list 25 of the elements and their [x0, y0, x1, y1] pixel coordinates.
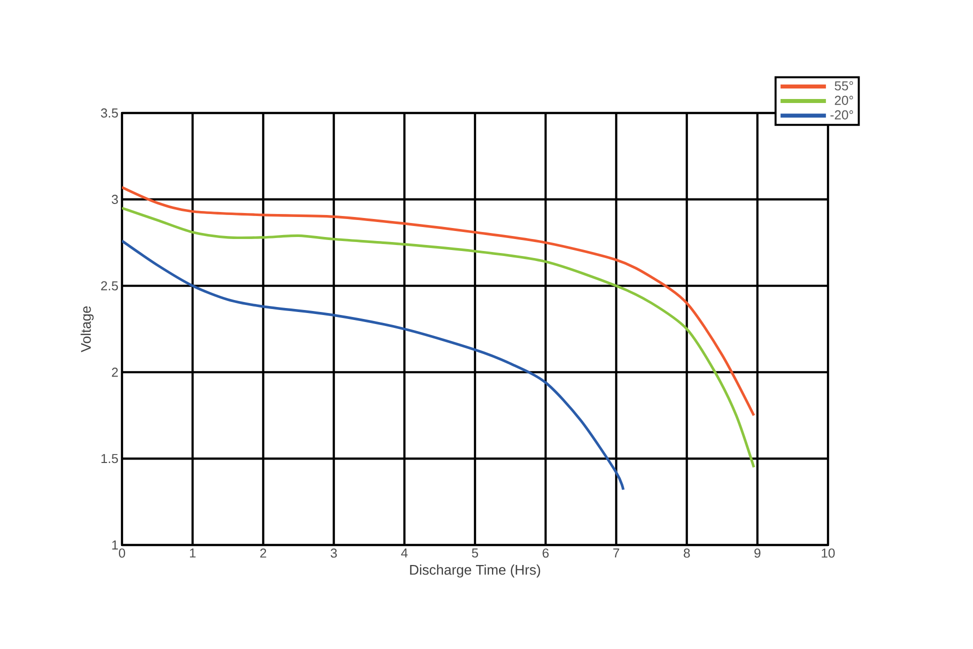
- y-tick-label: 2.5: [101, 281, 118, 290]
- x-tick-label: 7: [613, 548, 620, 558]
- legend-label: -20°: [830, 110, 854, 120]
- line-series: [122, 186, 756, 417]
- x-tick-label: 10: [822, 548, 835, 558]
- x-axis-title: Discharge Time (Hrs): [410, 564, 540, 578]
- x-tick-label: 5: [472, 548, 478, 558]
- y-tick-label: 3: [112, 194, 118, 204]
- y-tick-label: 1: [112, 540, 118, 550]
- x-tick-label: 3: [330, 548, 337, 558]
- line-series: [122, 206, 756, 469]
- y-tick-label: 2: [112, 368, 118, 377]
- x-tick-label: 9: [754, 548, 760, 558]
- x-tick-label: 4: [401, 548, 408, 558]
- x-tick-label: 6: [542, 548, 549, 558]
- y-axis-title: Voltage: [80, 306, 94, 352]
- x-tick-label: 0: [118, 548, 126, 558]
- x-tick-label: 2: [260, 548, 266, 558]
- legend-label: 55°: [834, 81, 854, 90]
- legend-label: 20°: [834, 96, 854, 105]
- x-tick-label: 1: [190, 548, 196, 558]
- x-tick-label: 8: [684, 548, 690, 558]
- y-tick-label: 3.5: [100, 108, 118, 118]
- line-series: [122, 240, 625, 491]
- y-tick-label: 1.5: [101, 454, 118, 464]
